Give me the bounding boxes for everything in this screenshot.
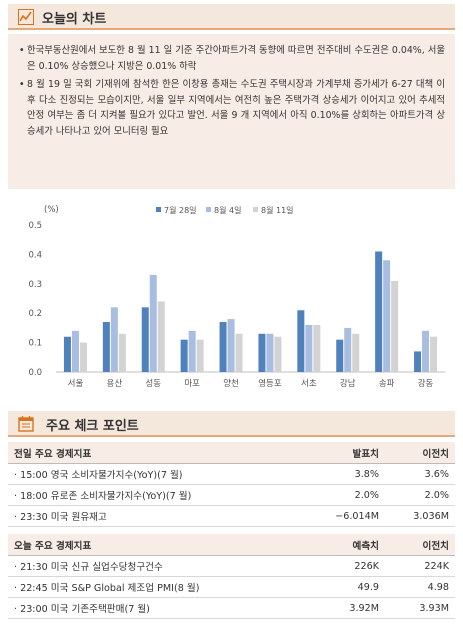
bar <box>102 322 110 372</box>
bar <box>110 307 118 372</box>
table-row: · 21:30 미국 신규 실업수당청구건수 226K 224K <box>8 555 455 577</box>
header-cell: 오늘 주요 경제지표 <box>8 534 299 556</box>
bar-chart: (%) 0.0 0.1 0.2 0.3 0.4 0.5 서울 용산 성동 마포 양천 영등포 서초 강남 송파… <box>28 205 445 389</box>
header-cell: 이전치 <box>379 442 455 464</box>
legend-label: 8월 4일 <box>214 205 241 215</box>
actual-value: −6.014M <box>299 505 379 527</box>
bar <box>149 274 157 372</box>
y-tick-label: 0.0 <box>28 368 42 378</box>
todays-chart-header: 오늘의 차트 <box>8 4 455 30</box>
header-cell: 발표치 <box>299 442 379 464</box>
bar <box>196 339 204 372</box>
bar <box>141 307 149 372</box>
forecast-value: 3.92M <box>299 597 379 619</box>
bar <box>430 336 438 372</box>
line-chart-icon <box>18 9 34 25</box>
table-row: · 18:00 유로존 소비자물가지수(YoY)(7 월) 2.0% 2.0% <box>8 484 455 506</box>
bar <box>375 251 383 372</box>
indicator-name: · 22:45 미국 S&P Global 제조업 PMI(8 월) <box>8 576 299 598</box>
legend-label: 7월 28일 <box>164 205 197 215</box>
indicator-name: · 23:00 미국 기존주택판매(7 월) <box>8 597 299 619</box>
bar <box>235 333 243 372</box>
table-row: · 22:45 미국 S&P Global 제조업 PMI(8 월) 49.9 … <box>8 576 455 598</box>
legend-swatch <box>253 207 258 212</box>
bar <box>219 322 227 372</box>
y-tick-label: 0.3 <box>28 280 42 290</box>
previous-value: 4.98 <box>379 576 455 598</box>
bar <box>227 319 235 372</box>
x-tick-label: 성동 <box>145 379 161 389</box>
bar <box>180 339 188 372</box>
x-tick-label: 강동 <box>418 378 434 389</box>
table-header: 오늘 주요 경제지표 예측치 이전치 <box>8 534 455 556</box>
x-tick-label: 용산 <box>107 378 123 389</box>
indicator-name: · 18:00 유로존 소비자물가지수(YoY)(7 월) <box>8 484 299 506</box>
indicator-name: · 15:00 영국 소비자물가지수(YoY)(7 월) <box>8 463 299 485</box>
previous-value: 3.93M <box>379 597 455 619</box>
x-tick-label: 마포 <box>184 379 200 389</box>
bar <box>79 342 87 372</box>
bar <box>297 310 305 372</box>
commentary-box: 한국부동산원에서 보도한 8 월 11 일 기준 주간아파트가격 동향에 따르면… <box>8 34 455 189</box>
previous-value: 2.0% <box>379 484 455 506</box>
bar <box>344 327 352 372</box>
x-tick-label: 서울 <box>68 379 84 389</box>
section-title: 오늘의 차트 <box>42 12 107 27</box>
y-tick-label: 0.2 <box>28 309 42 319</box>
y-tick-label: 0.5 <box>28 221 42 231</box>
x-tick-label: 양천 <box>223 378 239 389</box>
table-row: · 23:30 미국 원유재고 −6.014M 3.036M <box>8 505 455 527</box>
bar <box>422 330 430 372</box>
bar <box>118 333 126 372</box>
x-tick-label: 서초 <box>301 379 317 389</box>
bar <box>71 330 79 372</box>
today-indicators-table: 오늘 주요 경제지표 예측치 이전치 · 21:30 미국 신규 실업수당청구건… <box>8 534 455 619</box>
x-tick-label: 영등포 <box>258 378 282 389</box>
actual-value: 3.8% <box>299 463 379 485</box>
bar <box>63 336 71 372</box>
commentary-bullet: 8 월 19 일 국회 기재위에 참석한 한은 이창용 총재는 수도권 주택시장… <box>19 77 445 139</box>
table-row: · 15:00 영국 소비자물가지수(YoY)(7 월) 3.8% 3.6% <box>8 463 455 485</box>
bar <box>383 260 391 372</box>
legend-swatch <box>206 207 211 212</box>
previous-value: 3.6% <box>379 463 455 485</box>
indicator-name: · 23:30 미국 원유재고 <box>8 505 299 527</box>
unit-label: (%) <box>44 205 59 215</box>
calendar-icon <box>18 416 34 432</box>
header-cell: 예측치 <box>299 534 379 556</box>
forecast-value: 49.9 <box>299 576 379 598</box>
bar <box>188 330 196 372</box>
bar <box>157 301 165 372</box>
y-tick-label: 0.1 <box>28 339 42 349</box>
x-tick-label: 송파 <box>379 379 395 389</box>
bar <box>305 324 313 372</box>
bar <box>266 333 274 372</box>
bar <box>313 324 321 372</box>
bar <box>274 336 282 372</box>
legend-label: 8월 11일 <box>261 205 294 215</box>
forecast-value: 226K <box>299 555 379 577</box>
y-tick-label: 0.4 <box>28 250 42 260</box>
x-tick-label: 강남 <box>340 378 356 389</box>
previous-value: 224K <box>379 555 455 577</box>
legend-swatch <box>156 207 161 212</box>
checkpoint-header: 주요 체크 포인트 <box>8 411 455 437</box>
header-cell: 전일 주요 경제지표 <box>8 442 299 464</box>
bar <box>391 280 399 372</box>
commentary-bullet: 한국부동산원에서 보도한 8 월 11 일 기준 주간아파트가격 동향에 따르면… <box>19 43 445 74</box>
bar <box>414 351 422 372</box>
bar <box>258 333 266 372</box>
actual-value: 2.0% <box>299 484 379 506</box>
header-cell: 이전치 <box>379 534 455 556</box>
table-header: 전일 주요 경제지표 발표치 이전치 <box>8 442 455 464</box>
bar <box>352 333 360 372</box>
table-row: · 23:00 미국 기존주택판매(7 월) 3.92M 3.93M <box>8 597 455 619</box>
indicator-name: · 21:30 미국 신규 실업수당청구건수 <box>8 555 299 577</box>
previous-value: 3.036M <box>379 505 455 527</box>
prev-indicators-table: 전일 주요 경제지표 발표치 이전치 · 15:00 영국 소비자물가지수(Yo… <box>8 442 455 527</box>
bar <box>336 339 344 372</box>
section-title: 주요 체크 포인트 <box>46 419 139 434</box>
